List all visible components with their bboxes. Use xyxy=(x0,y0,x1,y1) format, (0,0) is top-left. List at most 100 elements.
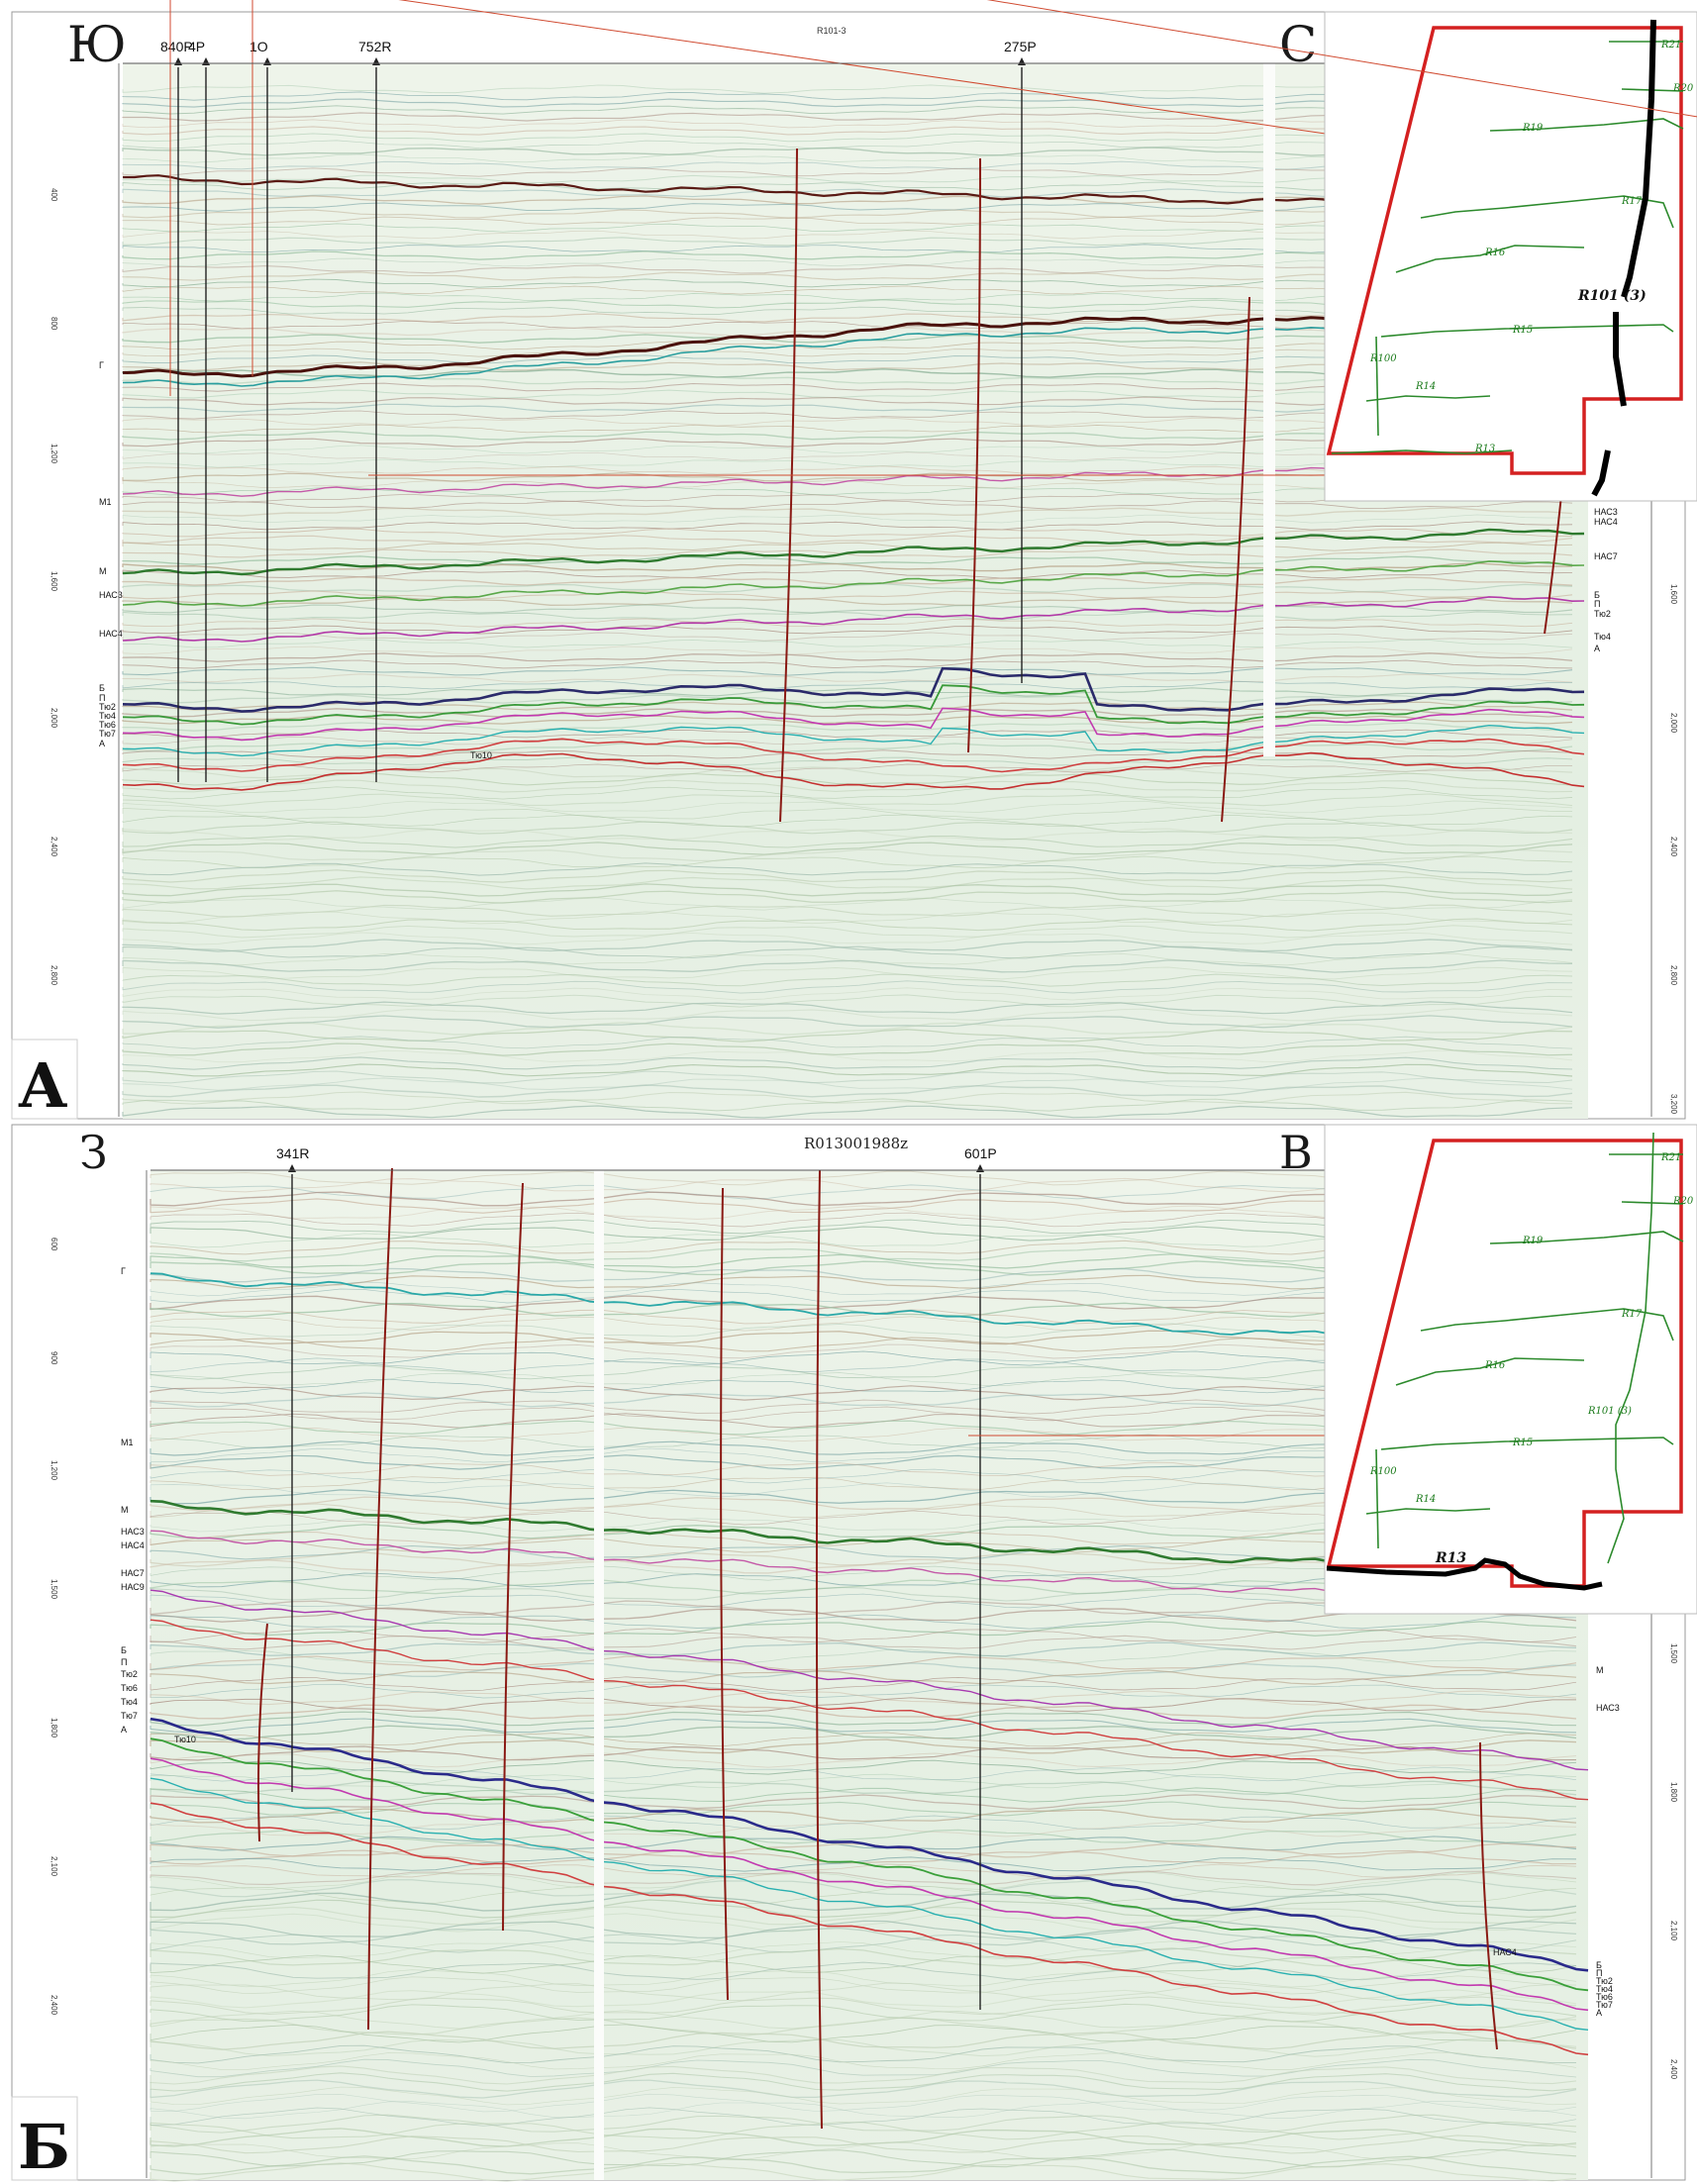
time-tick-left: 800 xyxy=(50,317,58,331)
horizon-label-right: НАС3 xyxy=(1596,1703,1620,1713)
horizon-a-nas4 xyxy=(122,596,1585,643)
reflector-line xyxy=(150,2065,1577,2085)
map-line-r19 xyxy=(1489,118,1684,132)
panel-b-right-direction: В xyxy=(1279,1126,1313,1179)
time-tick-left: 600 xyxy=(50,1238,58,1251)
map-b-label-r21: R21 xyxy=(1660,1152,1681,1163)
reflector-line xyxy=(150,1655,1577,1671)
reflector-line xyxy=(150,1899,1577,1919)
reflector-line xyxy=(122,729,1573,739)
reflector-line xyxy=(122,743,1573,752)
horizon-label-left: Тю4 xyxy=(121,1697,138,1707)
horizon-label-right: Тю7 xyxy=(1596,2000,1613,2010)
reflector-line xyxy=(122,779,1573,793)
map-b-label-r100: R100 xyxy=(1369,1466,1397,1477)
reflector-line xyxy=(150,1697,1576,1713)
horizon-label-left: Тю7 xyxy=(121,1711,138,1721)
reflector-line xyxy=(122,1022,1573,1036)
time-tick-right: 1,800 xyxy=(1669,1782,1678,1803)
map-b-line-r15 xyxy=(1380,1437,1674,1450)
panel-a-data-gap xyxy=(1263,63,1275,756)
map-b-line-r100 xyxy=(1375,1448,1379,1549)
panel-b-data-gap xyxy=(594,1170,604,2180)
reflector-line xyxy=(122,966,1573,980)
reflector-line xyxy=(122,562,1572,572)
horizon-b-a xyxy=(150,1802,1589,2056)
reflector-line xyxy=(122,994,1573,1008)
time-tick-right: 1,600 xyxy=(1669,584,1678,605)
time-tick-right: 1,500 xyxy=(1669,1643,1678,1664)
reflector-line xyxy=(122,666,1573,676)
panel-a-letter: А xyxy=(18,1049,68,1122)
reflector-line xyxy=(122,987,1573,1001)
horizon-a-a xyxy=(122,751,1585,791)
horizon-label-right: А xyxy=(1594,644,1600,653)
horizon-b-tyu2 xyxy=(150,1757,1589,2012)
fault-line xyxy=(367,1167,393,2031)
fault-line xyxy=(967,157,981,753)
reflector-line xyxy=(122,1091,1573,1105)
fault-line xyxy=(502,1182,524,1932)
panel-b-reflectors xyxy=(150,1170,1589,2182)
time-tick-left: 400 xyxy=(50,188,58,202)
reflector-line xyxy=(150,2072,1577,2092)
horizon-b-nas9 xyxy=(150,1619,1589,1801)
reflector-line xyxy=(150,1766,1577,1782)
reflector-line xyxy=(122,756,1573,766)
time-tick-left: 2,000 xyxy=(50,708,58,729)
reflector-line xyxy=(122,793,1573,807)
map-label-r100: R100 xyxy=(1369,353,1397,364)
map-label-r21: R21 xyxy=(1660,40,1681,50)
reflector-line xyxy=(122,1001,1573,1015)
panel-a-reflectors xyxy=(122,63,1585,1119)
horizon-label-left: Тю6 xyxy=(121,1683,138,1693)
map-b-line-r17 xyxy=(1420,1308,1674,1341)
reflector-line xyxy=(150,1801,1577,1817)
horizon-label-right: НАС3 xyxy=(1594,507,1618,517)
reflector-line xyxy=(150,2121,1577,2140)
reflector-line xyxy=(122,680,1573,690)
reflector-line xyxy=(122,521,1573,531)
reflector-line xyxy=(122,939,1573,952)
reflector-line xyxy=(150,2093,1577,2113)
reflector-line xyxy=(150,1732,1577,1747)
well-label: 341R xyxy=(276,1145,309,1161)
reflector-line xyxy=(122,980,1573,994)
horizon-label-left: Б xyxy=(99,683,105,693)
reflector-line xyxy=(150,1906,1577,1926)
horizon-b-b xyxy=(150,1717,1589,1972)
fault-line xyxy=(257,1623,268,1842)
map-b-label-highlight: R13 xyxy=(1435,1550,1466,1566)
reflector-line xyxy=(122,1049,1573,1063)
map-b-label-r17: R17 xyxy=(1621,1309,1643,1320)
reflector-line xyxy=(122,1084,1573,1098)
map-line-r14 xyxy=(1365,395,1491,402)
reflector-line xyxy=(122,632,1573,642)
reflector-line xyxy=(122,1105,1573,1119)
reflector-line xyxy=(150,1759,1577,1775)
panel-b-profile-name: R013001988z xyxy=(804,1135,908,1152)
horizon-label-left: НАС9 xyxy=(121,1582,145,1592)
panel-b-map-bg xyxy=(1324,1124,1697,1615)
map-label-highlight: R101 (3) xyxy=(1577,288,1647,304)
map-line-r100 xyxy=(1375,336,1379,437)
horizon-label-right: Б xyxy=(1594,590,1600,600)
time-tick-right: 2,100 xyxy=(1669,1921,1678,1941)
reflector-line xyxy=(122,786,1573,800)
horizon-label-left: М xyxy=(99,566,107,576)
horizon-a-nas3 xyxy=(122,560,1585,607)
horizon-label-right: Тю2 xyxy=(1594,609,1611,619)
reflector-line xyxy=(122,1008,1573,1022)
map-b-label-r19: R19 xyxy=(1522,1236,1544,1246)
reflector-line xyxy=(122,1056,1573,1070)
reflector-line xyxy=(150,1683,1577,1699)
time-tick-left: 2,100 xyxy=(50,1856,58,1877)
horizon-label-right: А xyxy=(1596,2008,1602,2018)
reflector-line xyxy=(122,1036,1573,1049)
horizon-label-left: М1 xyxy=(121,1438,134,1447)
reflector-line xyxy=(150,2086,1577,2106)
reflector-line xyxy=(122,542,1573,551)
reflector-line xyxy=(122,645,1573,655)
